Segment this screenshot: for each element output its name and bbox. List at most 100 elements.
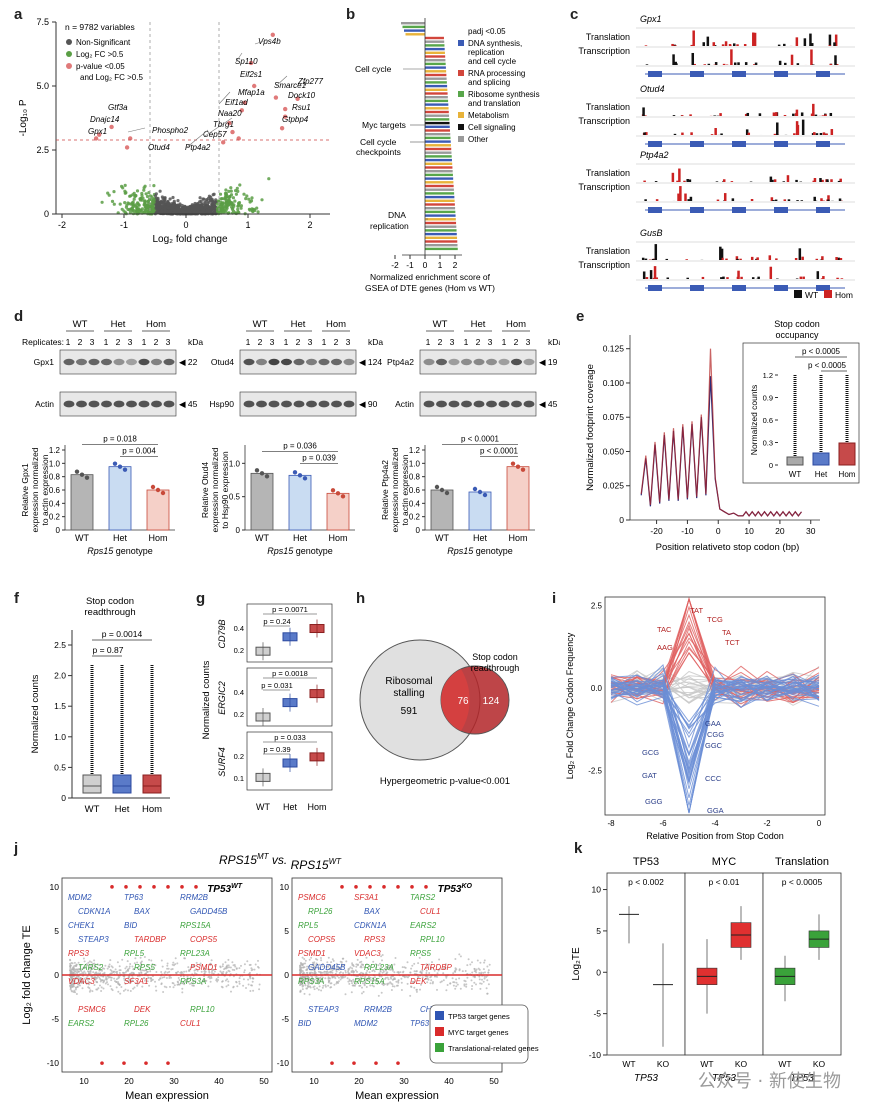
- kda-marker: ◀ 124: [359, 357, 382, 367]
- blot-band: [318, 358, 330, 366]
- gsea-bar: [425, 103, 449, 106]
- j-point: [142, 977, 145, 980]
- volcano-gene-label: Mfap1a: [238, 88, 265, 97]
- j-point: [82, 980, 85, 983]
- volcano-point: [121, 186, 125, 190]
- j-gene-label: DEK: [134, 1005, 151, 1014]
- transcription-peak: [816, 271, 820, 279]
- e-x-tick-label: 10: [744, 526, 754, 536]
- gsea-bar: [425, 192, 455, 195]
- j-point: [110, 972, 113, 975]
- j-point: [361, 982, 364, 985]
- j-point: [325, 971, 328, 973]
- volcano-sig-point: [97, 132, 102, 137]
- j-point: [385, 966, 388, 969]
- volcano-point: [145, 204, 149, 209]
- volcano-point: [110, 199, 115, 203]
- j-point: [117, 982, 119, 985]
- j-point: [199, 964, 201, 967]
- gsea-tick-label: 0: [423, 260, 428, 270]
- j-point: [461, 970, 464, 973]
- j-point: [136, 961, 139, 964]
- f-ylabel: Normalized counts: [30, 674, 41, 753]
- j-point: [374, 976, 376, 979]
- j-point: [109, 959, 112, 962]
- bar-y-tick-label: 1.0: [229, 459, 241, 468]
- j-point: [361, 975, 364, 978]
- j-point: [418, 956, 421, 959]
- j-point: [146, 970, 149, 973]
- transcription-peak: [813, 196, 816, 201]
- j-point: [141, 985, 144, 988]
- kda-label: kDa: [188, 337, 203, 347]
- j-point: [238, 967, 241, 970]
- j-point: [210, 975, 213, 978]
- j-point: [155, 971, 158, 973]
- j-point: [483, 961, 486, 964]
- j-point: [331, 958, 334, 961]
- j-point: [445, 976, 448, 979]
- blot-band: [138, 358, 150, 366]
- j-point: [335, 982, 338, 985]
- replicate-number: 1: [322, 337, 327, 347]
- translation-peak: [732, 43, 736, 46]
- j-point: [100, 986, 103, 989]
- transcription-peak: [730, 49, 733, 65]
- j-extreme: [354, 885, 358, 889]
- j-point: [486, 965, 489, 968]
- transcription-peak: [745, 129, 749, 135]
- bar-replicate-dot: [482, 492, 488, 498]
- j-point: [249, 977, 252, 980]
- bar-x-label: Het: [293, 533, 308, 543]
- j-point: [154, 964, 157, 967]
- j-point: [353, 980, 355, 983]
- legend-fc-dot: [66, 51, 72, 57]
- j-point: [84, 980, 87, 983]
- volcano-point: [233, 199, 237, 203]
- j-point: [209, 964, 212, 966]
- k-y-tick-label: -10: [589, 1050, 602, 1060]
- j-legend-frame: [429, 1004, 529, 1064]
- j-point: [381, 954, 384, 956]
- j-point: [327, 965, 329, 968]
- volcano-point: [155, 199, 159, 203]
- j-point: [310, 965, 313, 968]
- volcano-point: [112, 202, 116, 206]
- j-point: [385, 967, 388, 970]
- bar-y-tick-label: 0.8: [49, 473, 61, 482]
- gsea-bar: [425, 36, 444, 40]
- volcano-point: [215, 207, 220, 211]
- leader-line: [185, 129, 209, 149]
- j-point: [404, 966, 407, 969]
- volcano-point: [177, 205, 181, 209]
- j-point: [483, 975, 486, 978]
- transcription-peak: [645, 277, 649, 279]
- j-title: RPS15MT vs. RPS15WT: [219, 852, 342, 872]
- j-point: [379, 969, 382, 972]
- gsea-legend-swatch: [458, 40, 464, 46]
- i-ylabel: Log₂ Fold Change Codon Frequency: [565, 632, 575, 779]
- j-extreme: [410, 885, 414, 889]
- j-point: [470, 988, 473, 990]
- gsea-tick-label: 1: [438, 260, 443, 270]
- lane-label: WT: [253, 319, 268, 330]
- panel-label-j: j: [14, 840, 19, 857]
- j-point: [178, 979, 181, 981]
- translation-peak: [724, 41, 728, 46]
- j-point: [77, 968, 80, 971]
- volcano-point: [204, 205, 208, 209]
- j-point: [376, 980, 379, 983]
- bar-replicate-dot: [79, 472, 85, 477]
- j-point: [299, 977, 301, 980]
- j-point: [371, 984, 374, 987]
- j-point: [342, 976, 345, 979]
- lane-label: Het: [111, 319, 126, 330]
- j-point: [149, 970, 152, 973]
- j-point: [381, 982, 384, 985]
- j-gene-label: RRM2B: [364, 1005, 393, 1014]
- j-point: [136, 984, 139, 987]
- j-point: [182, 975, 185, 978]
- volcano-sig-point: [227, 120, 232, 126]
- bar: [70, 474, 94, 531]
- blot-band: [448, 358, 460, 366]
